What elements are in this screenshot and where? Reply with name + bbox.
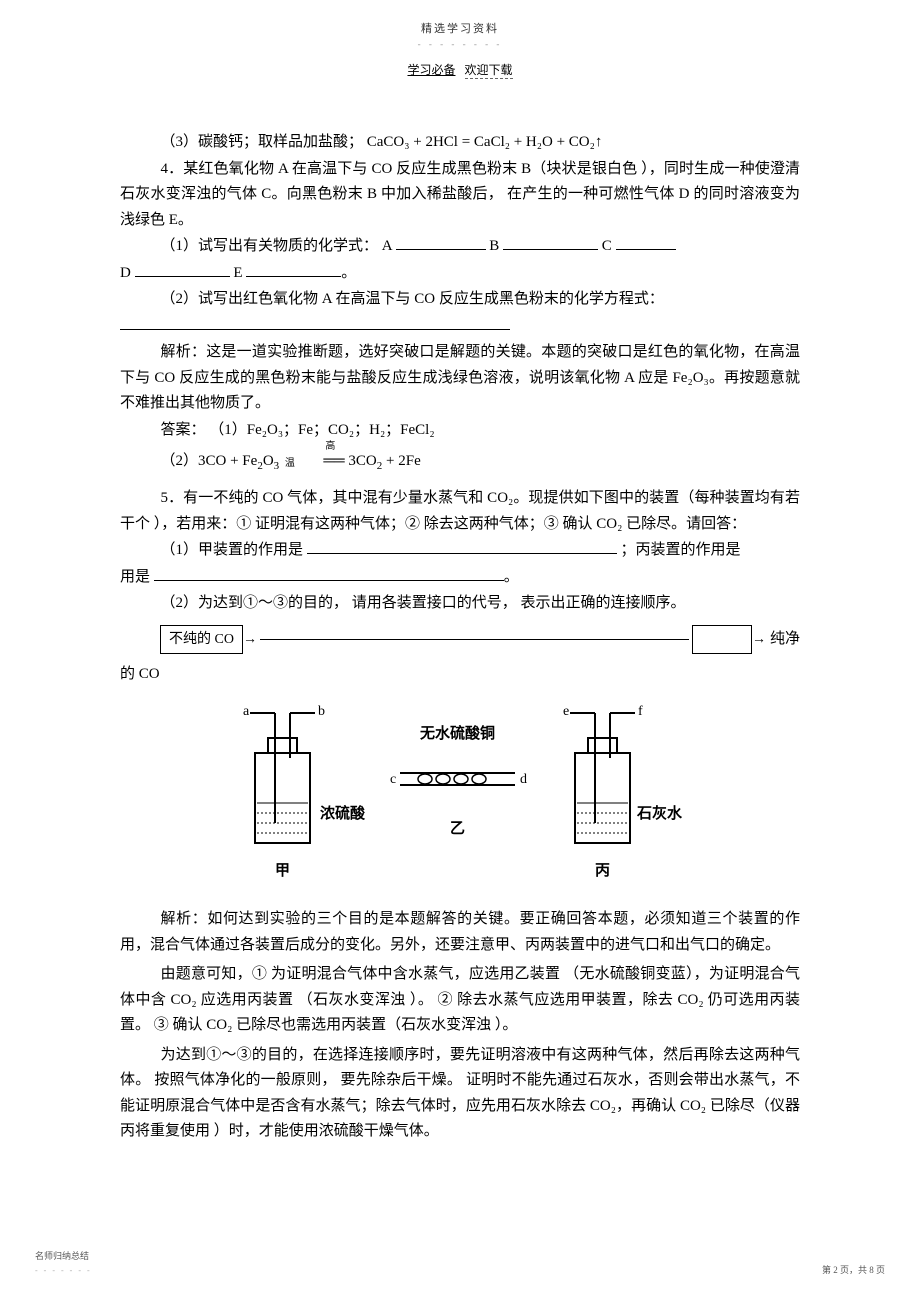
flow-right-label: 纯净	[770, 627, 800, 653]
svg-text:f: f	[638, 704, 643, 719]
footer-left-dots: - - - - - - -	[35, 1264, 92, 1278]
apparatus-diagram: a b 浓硫酸 甲 c d 无水硫酸铜 乙	[120, 703, 800, 893]
p-q4: 4．某红色氧化物 A 在高温下与 CO 反应生成黑色粉末 B（块状是银白色 ），…	[120, 157, 800, 234]
header-sub: 学习必备 欢迎下载	[0, 60, 920, 80]
q5-1a: （1）甲装置的作用是	[161, 542, 307, 558]
svg-text:无水硫酸铜: 无水硫酸铜	[419, 724, 495, 742]
flow-right-cont: 的 CO	[120, 662, 800, 688]
q4-1-c: C	[602, 238, 616, 254]
blank-c	[616, 235, 676, 250]
apparatus-svg: a b 浓硫酸 甲 c d 无水硫酸铜 乙	[225, 703, 695, 883]
q4-1-b: B	[489, 238, 503, 254]
svg-text:浓硫酸: 浓硫酸	[320, 804, 366, 822]
cond-label: 高温	[285, 438, 345, 472]
svg-text:丙: 丙	[595, 862, 610, 879]
p-q5-analysis3: 为达到①～③的目的，在选择连接顺序时，要先证明溶液中有这两种气体，然后再除去这两…	[120, 1043, 800, 1145]
blank-bing	[154, 566, 504, 581]
p-q5-sub1: （1）甲装置的作用是 ；丙装置的作用是	[120, 538, 800, 564]
p-q4-sub1: （1）试写出有关物质的化学式： A B C	[120, 234, 800, 260]
blank-e	[246, 262, 341, 277]
p-q4-analysis: 解析：这是一道实验推断题，选好突破口是解题的关键。本题的突破口是红色的氧化物，在…	[120, 340, 800, 417]
svg-text:乙: 乙	[450, 821, 465, 837]
svg-text:b: b	[318, 704, 325, 719]
bottle-jia: a b 浓硫酸 甲	[243, 704, 366, 879]
svg-text:e: e	[563, 704, 569, 719]
q4-1-end: 。	[341, 265, 356, 281]
svg-text:d: d	[520, 772, 527, 787]
page-header: 精选学习资料 - - - - - - - - 学习必备 欢迎下载	[0, 0, 920, 80]
blank-b	[503, 235, 598, 250]
bottle-bing: e f 石灰水 丙	[563, 704, 683, 879]
blank-d	[135, 262, 230, 277]
content-body: （3）碳酸钙；取样品加盐酸； CaCO₃ + 2HCl = CaCl₂ + H₂…	[0, 80, 920, 1165]
flow-line	[260, 639, 689, 640]
svg-text:c: c	[390, 772, 396, 787]
q4-1-d: D	[120, 265, 135, 281]
footer-left-text: 名师归纳总结	[35, 1249, 92, 1264]
p-q3-ans: （3）碳酸钙；取样品加盐酸； CaCO₃ + 2HCl = CaCl₂ + H₂…	[120, 130, 800, 156]
q4-1-e: E	[233, 265, 246, 281]
p-q5-sub1b: 用是 。	[120, 565, 800, 591]
p-q4-eq: （2）3CO + Fe2O3 高温══ 3CO2 + 2Fe	[120, 449, 800, 476]
p-q4-sub2: （2）试写出红色氧化物 A 在高温下与 CO 反应生成黑色粉末的化学方程式：	[120, 287, 800, 313]
p-q4-sub1b: D E 。	[120, 261, 800, 287]
svg-text:甲: 甲	[275, 862, 290, 879]
flow-diagram: 不纯的 CO → → 纯净	[160, 625, 800, 655]
header-sub-right: 欢迎下载	[465, 63, 513, 79]
flow-box-left: 不纯的 CO	[160, 625, 243, 655]
q4-1-pre: （1）试写出有关物质的化学式： A	[161, 238, 396, 254]
blank-jia	[307, 539, 617, 554]
p-q5-sub2: （2）为达到①～③的目的， 请用各装置接口的代号， 表示出正确的连接顺序。	[120, 591, 800, 617]
header-dots: - - - - - - - -	[0, 37, 920, 52]
p-q4-sub2-blank	[120, 314, 800, 340]
arrow2: →	[752, 628, 766, 652]
svg-text:a: a	[243, 704, 250, 719]
q5-1b: ；丙装置的作用是	[617, 542, 741, 558]
q5-1c: 。	[504, 569, 519, 585]
p-q5-analysis2: 由题意可知，① 为证明混合气体中含水蒸气，应选用乙装置 （无水硫酸铜变蓝），为证…	[120, 962, 800, 1039]
p-q5: 5．有一不纯的 CO 气体，其中混有少量水蒸气和 CO₂。现提供如下图中的装置（…	[120, 486, 800, 537]
blank-a	[396, 235, 486, 250]
footer-left: 名师归纳总结 - - - - - - -	[35, 1249, 92, 1278]
arrow1: →	[243, 628, 257, 652]
tube-yi: c d 无水硫酸铜 乙	[390, 724, 527, 837]
blank-eq	[120, 315, 510, 330]
svg-text:石灰水: 石灰水	[636, 804, 683, 822]
p-q4-answer: 答案： （1）Fe₂O₃；Fe；CO₂；H₂；FeCl₂	[120, 418, 800, 444]
header-sub-left: 学习必备	[407, 63, 455, 77]
footer-right: 第 2 页，共 8 页	[822, 1263, 885, 1278]
p-q5-analysis1: 解析：如何达到实验的三个目的是本题解答的关键。要正确回答本题，必须知道三个装置的…	[120, 907, 800, 958]
flow-box-empty	[692, 625, 752, 655]
